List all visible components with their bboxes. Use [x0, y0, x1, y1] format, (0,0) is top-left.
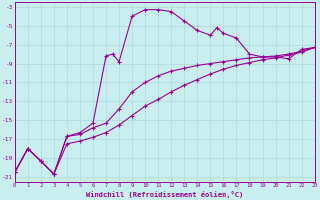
X-axis label: Windchill (Refroidissement éolien,°C): Windchill (Refroidissement éolien,°C) — [86, 191, 243, 198]
